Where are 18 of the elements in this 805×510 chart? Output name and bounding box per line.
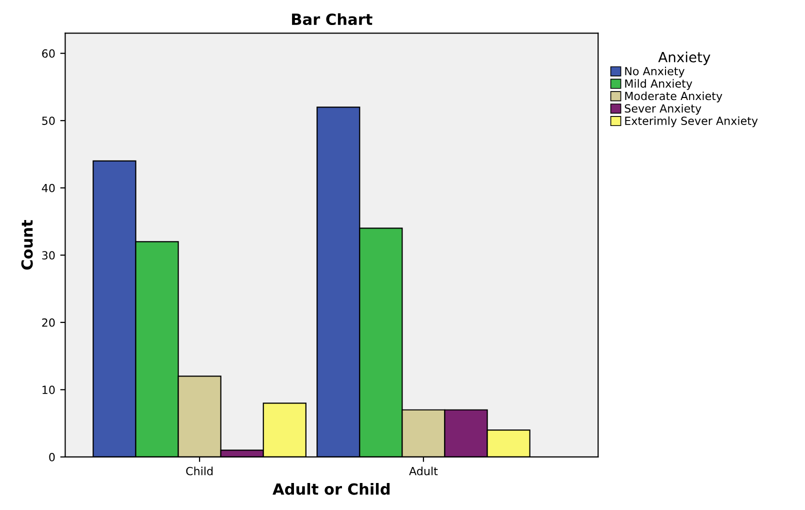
legend-label: No Anxiety	[625, 66, 684, 78]
y-tick-label: 50	[42, 116, 55, 125]
legend-title: Anxiety	[658, 52, 710, 66]
y-tick-label: 60	[42, 49, 55, 58]
y-axis-title: Count	[21, 220, 33, 270]
chart-title: Bar Chart	[292, 13, 372, 26]
y-tick-label: 40	[42, 184, 55, 192]
y-tick-label: 0	[49, 452, 55, 462]
legend-label: Sever Anxiety	[624, 104, 702, 115]
legend-label: Moderate Anxiety	[625, 92, 722, 102]
y-tick-label: 10	[42, 386, 55, 394]
x-axis-title: Adult or Child	[272, 482, 390, 495]
y-tick-label: 30	[42, 251, 55, 260]
x-tick-label: Adult	[409, 466, 438, 476]
x-tick-label: Child	[186, 466, 213, 476]
legend-label: Exterimly Sever Anxiety	[625, 116, 758, 128]
legend-label: Mild Anxiety	[625, 79, 692, 90]
y-tick-label: 20	[42, 318, 55, 327]
